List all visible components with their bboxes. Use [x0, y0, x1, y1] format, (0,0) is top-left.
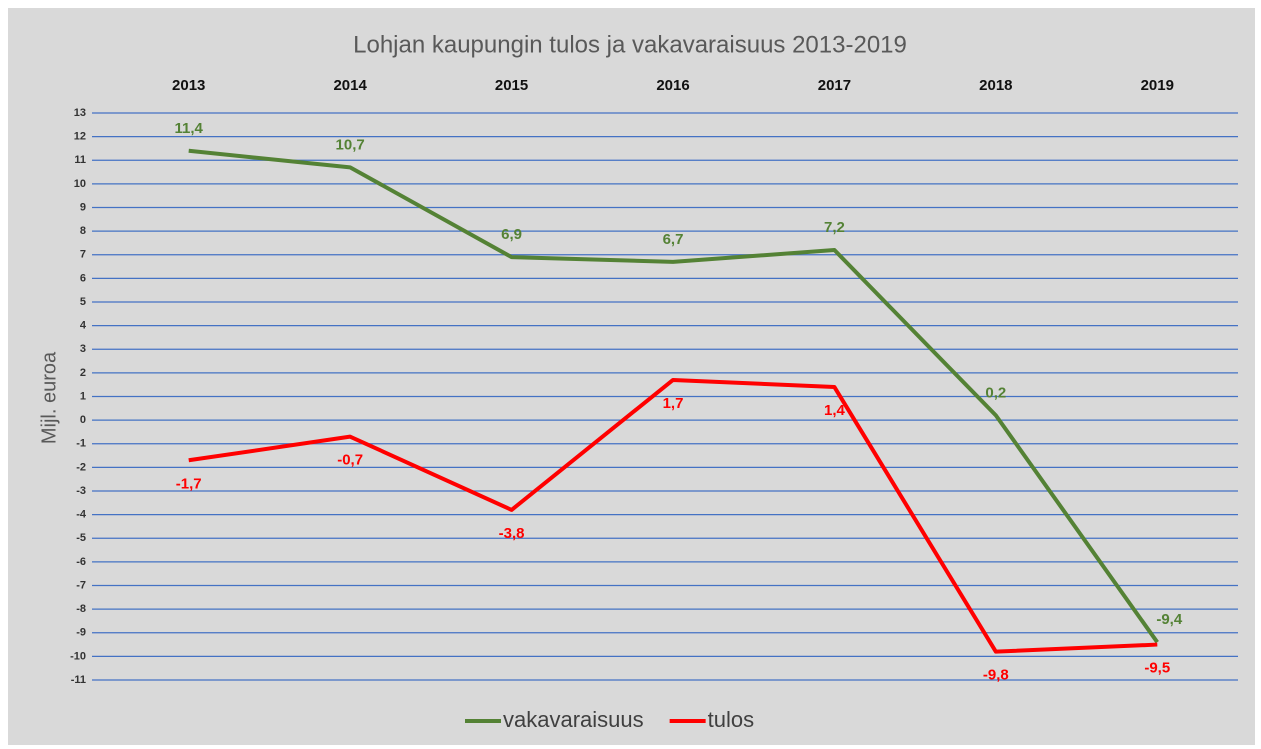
data-label: 7,2	[824, 219, 845, 236]
y-tick-label: -6	[76, 556, 86, 568]
data-label: 6,7	[663, 231, 684, 248]
data-label: -9,8	[983, 667, 1009, 684]
y-tick-label: 13	[74, 107, 86, 119]
x-tick-label: 2016	[656, 77, 689, 94]
y-tick-label: 5	[80, 296, 86, 308]
x-tick-label: 2015	[495, 77, 528, 94]
x-tick-label: 2014	[333, 77, 367, 94]
data-label: 6,9	[501, 226, 522, 243]
y-tick-label: -11	[71, 674, 86, 686]
x-tick-label: 2018	[979, 77, 1012, 94]
data-label: -9,4	[1156, 611, 1183, 628]
y-tick-label: -2	[76, 461, 86, 473]
y-tick-label: -10	[70, 650, 86, 662]
y-tick-label: -3	[76, 485, 86, 497]
legend-label: vakavaraisuus	[503, 707, 644, 732]
data-label: 11,4	[175, 120, 204, 137]
data-label: 1,7	[663, 395, 684, 412]
y-axis-label: Mijl. euroa	[38, 351, 60, 444]
y-tick-label: 10	[74, 178, 86, 190]
data-label: -9,5	[1144, 660, 1170, 677]
data-label: -3,8	[499, 525, 525, 542]
y-tick-label: -5	[76, 532, 86, 544]
y-tick-label: 8	[80, 225, 86, 237]
y-tick-label: 2	[80, 367, 86, 379]
y-tick-label: 9	[80, 201, 86, 213]
data-label: -0,7	[337, 452, 363, 469]
series-line	[188, 377, 1158, 654]
y-tick-label: -4	[76, 509, 87, 521]
y-tick-label: -8	[76, 603, 86, 615]
data-label: 0,2	[985, 384, 1006, 401]
y-tick-label: 11	[74, 154, 86, 166]
series-line	[188, 148, 1159, 644]
y-tick-label: 4	[80, 320, 87, 332]
y-tick-label: 1	[80, 390, 86, 402]
y-tick-label: 12	[74, 131, 86, 143]
y-tick-label: -7	[76, 579, 86, 591]
x-tick-label: 2017	[818, 77, 851, 94]
data-label: -1,7	[176, 475, 202, 492]
chart-background	[8, 8, 1255, 745]
y-tick-label: -9	[76, 627, 86, 639]
y-tick-label: 7	[80, 249, 86, 261]
y-tick-label: 3	[80, 343, 86, 355]
data-label: 1,4	[824, 402, 846, 419]
chart-title: Lohjan kaupungin tulos ja vakavaraisuus …	[353, 31, 907, 58]
y-tick-label: 6	[80, 272, 86, 284]
x-tick-label: 2019	[1141, 77, 1174, 94]
data-label: 10,7	[336, 136, 365, 153]
legend-label: tulos	[708, 707, 754, 732]
y-tick-label: -1	[76, 438, 86, 450]
x-tick-label: 2013	[172, 77, 205, 94]
y-tick-label: 0	[80, 414, 86, 426]
